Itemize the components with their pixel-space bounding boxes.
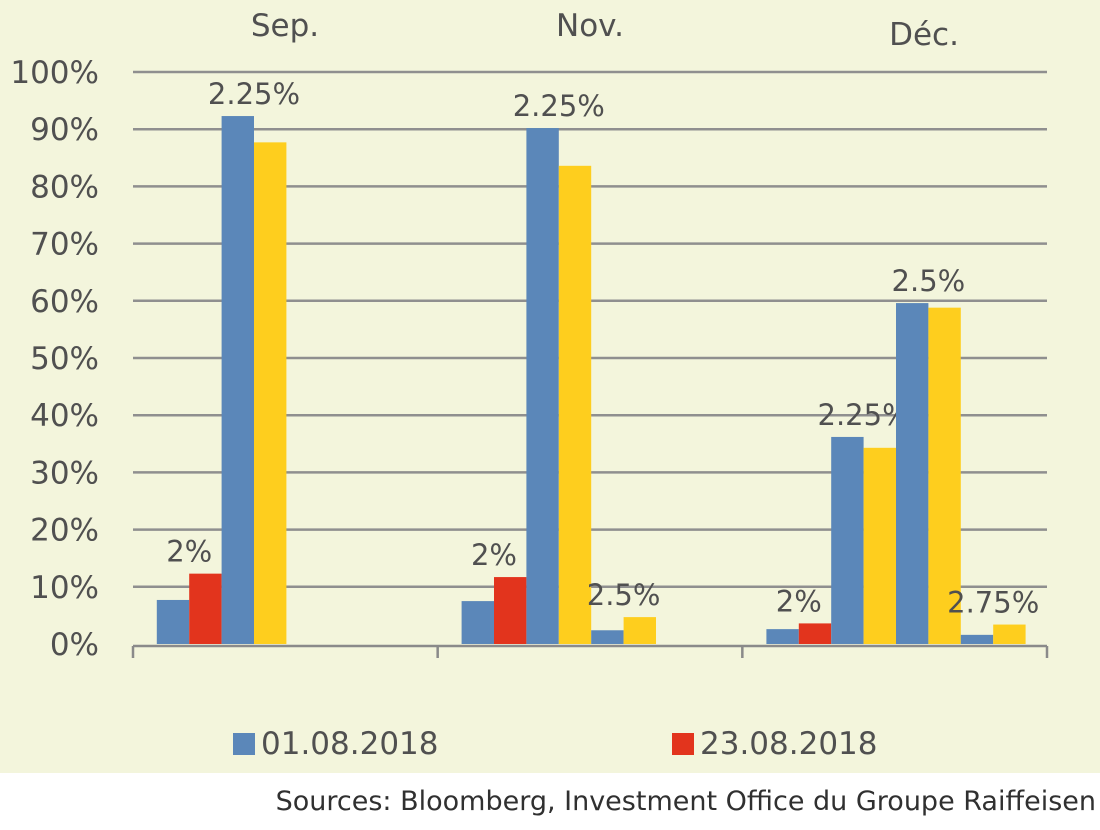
bar [766,629,799,644]
rate-label: 2.25% [208,77,300,111]
bar [461,601,494,644]
y-tick-label: 30% [30,455,99,491]
legend-item-23-08-2018: 23.08.2018 [672,726,878,762]
legend-swatch-red [672,733,694,755]
rate-label: 2% [471,538,517,572]
y-tick-label: 100% [10,55,99,91]
y-tick-label: 90% [30,112,99,148]
category-label: Déc. [889,17,959,53]
source-note: Sources: Bloomberg, Investment Office du… [275,786,1096,817]
bar [896,303,929,644]
bar [623,617,656,644]
rate-label: 2.5% [892,264,966,298]
bar [863,447,896,644]
category-label: Nov. [556,8,624,44]
rate-label: 2% [166,535,212,569]
y-tick-label: 50% [30,341,99,377]
category-label: Sep. [251,8,319,44]
rate-label: 2.75% [947,586,1039,620]
legend-label: 01.08.2018 [261,726,439,762]
legend-item-01-08-2018: 01.08.2018 [233,726,439,762]
bar [928,307,961,644]
bar [254,142,287,644]
bar [558,165,592,645]
bar [221,116,254,644]
y-tick-label: 10% [30,570,99,606]
y-tick-label: 70% [30,227,99,263]
rate-label: 2.5% [587,578,661,612]
bar [591,630,624,644]
bar [993,624,1026,644]
bar [494,577,527,644]
y-tick-label: 60% [30,284,99,320]
legend-swatch-blue [233,733,255,755]
bar [831,436,864,644]
y-tick-label: 20% [30,513,99,549]
chart-panel: 0% 10% 20% 30% 40% 50% 60% 70% 80% 90% 100% Sep. Nov… [0,0,1100,773]
y-tick-label: 80% [30,169,99,205]
bar [189,573,222,644]
y-tick-label: 0% [50,627,99,663]
bar-chart: 0% 10% 20% 30% 40% 50% 60% 70% 80% 90% 100% Sep. Nov… [10,8,1049,663]
legend-label: 23.08.2018 [700,726,878,762]
bar [156,599,190,644]
bar [798,623,832,644]
bar [960,634,994,644]
y-tick-label: 40% [30,398,99,434]
rate-label: 2.25% [513,89,605,123]
bar [526,128,559,644]
rate-label: 2.25% [818,398,910,432]
rate-label: 2% [776,584,822,618]
